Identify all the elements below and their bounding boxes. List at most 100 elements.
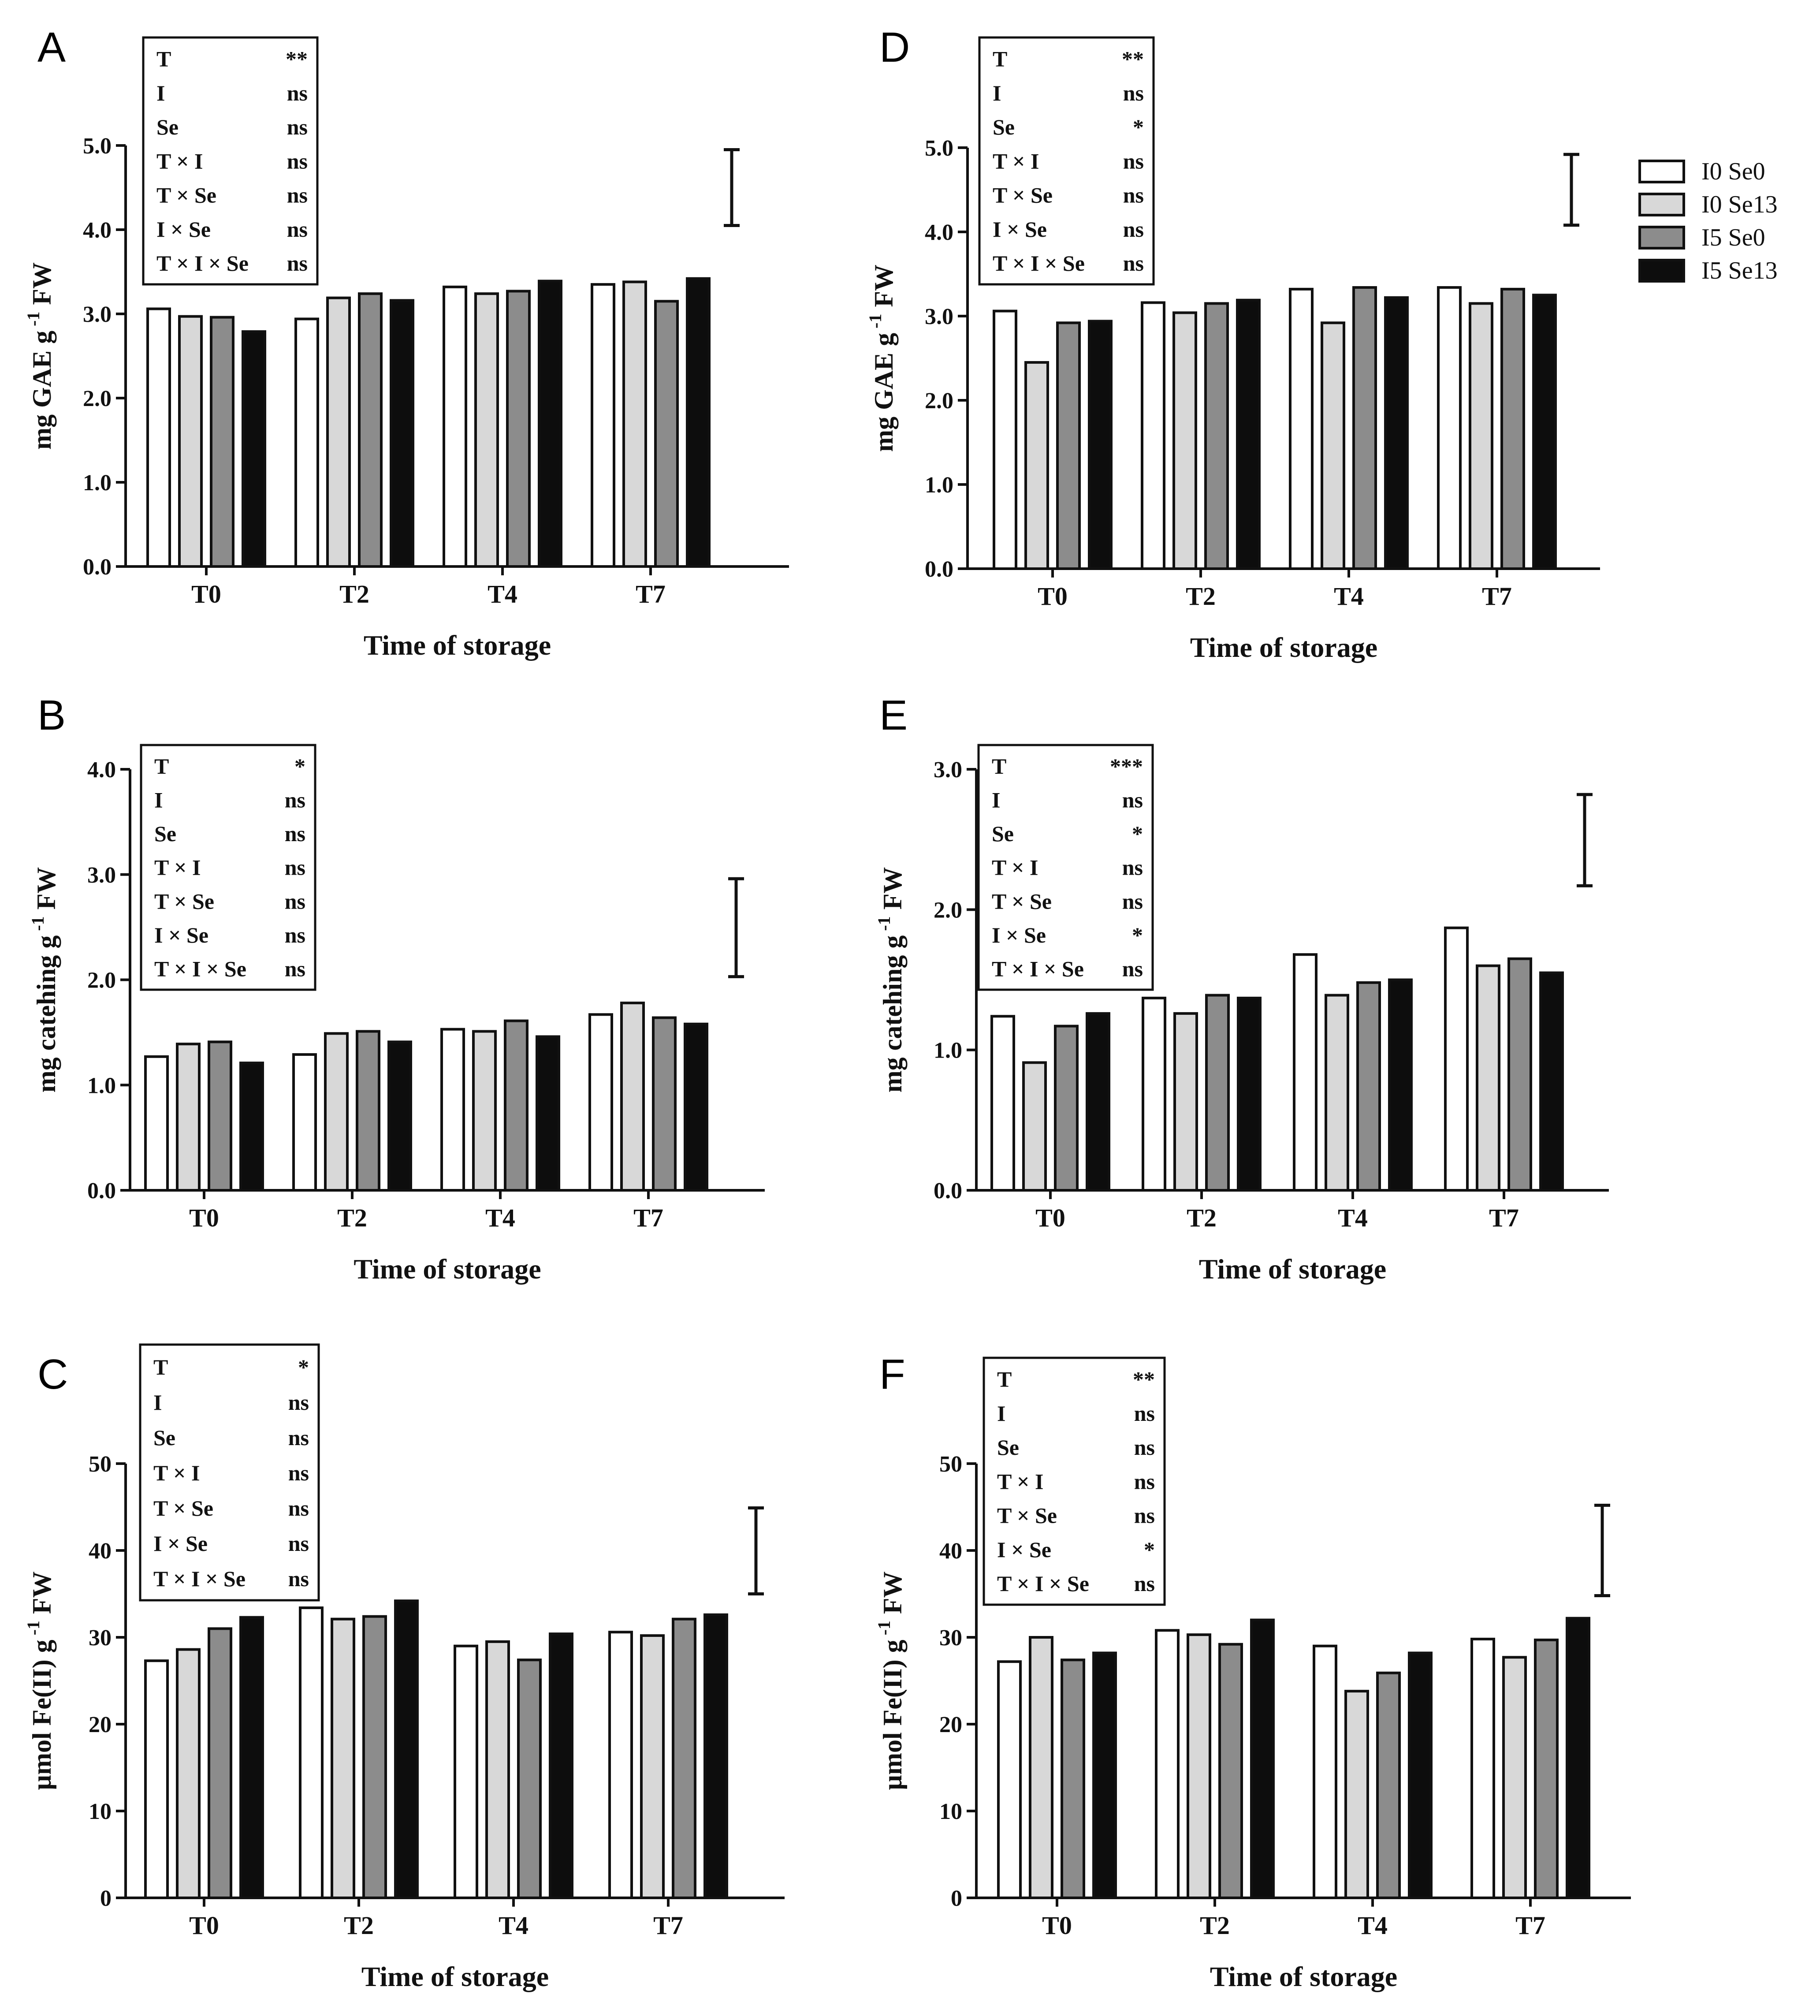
bar-t7-i5-se13 xyxy=(1532,294,1557,570)
panel-b: B 0.0 1.0 2.0 3.0 4.0 mg catehing g -1 FW T0 T2 T… xyxy=(28,692,765,1285)
bar-t7-i0-se13 xyxy=(640,1634,665,1900)
y-tick-label: 30 xyxy=(89,1625,112,1651)
y-tick-label: 4.0 xyxy=(87,757,116,783)
bar-t7-i5-se13 xyxy=(1539,971,1564,1192)
stats-significance: ns xyxy=(285,956,305,981)
stats-term: T × I × Se xyxy=(993,251,1085,276)
x-tick-label: T7 xyxy=(1489,1204,1519,1232)
x-tick-label: T7 xyxy=(636,580,666,608)
bar-t2-i5-se13 xyxy=(1237,996,1262,1192)
bar-t4-i5-se0 xyxy=(1352,286,1377,570)
bar-t2-i0-se13 xyxy=(324,1032,349,1192)
stats-significance: ns xyxy=(285,788,305,812)
bar-t0-i0-se13 xyxy=(176,1648,201,1900)
y-axis-title: mg catehing g -1 FW xyxy=(874,867,907,1093)
y-tick-label: 0 xyxy=(100,1886,112,1911)
x-tick-label: T2 xyxy=(344,1911,374,1940)
stats-box xyxy=(142,36,319,286)
bar-t7-i0-se13 xyxy=(1469,302,1493,570)
bar-t4-i5-se13 xyxy=(1388,978,1413,1192)
y-tick-label: 1.0 xyxy=(83,470,112,496)
bar-t4-i0-se13 xyxy=(474,292,499,568)
stats-significance: ns xyxy=(287,183,308,208)
y-tick-label: 40 xyxy=(89,1539,112,1564)
legend: I0 Se0 I0 Se13 I5 Se0 I5 Se13 xyxy=(1638,158,1778,284)
stats-significance: ** xyxy=(286,47,308,71)
bar-t2-i5-se0 xyxy=(356,1030,380,1192)
bar-t2-i0-se13 xyxy=(326,296,351,568)
bar-t2-i5-se0 xyxy=(1205,994,1230,1192)
panel-letter: C xyxy=(37,1351,68,1398)
legend-label: I5 Se0 xyxy=(1701,224,1765,251)
bar-t0-i5-se13 xyxy=(1086,1012,1110,1192)
bar-t7-i0-se13 xyxy=(1502,1656,1527,1900)
legend-label: I0 Se13 xyxy=(1701,191,1778,218)
y-tick-label: 1.0 xyxy=(934,1038,962,1063)
y-tick-label: 4.0 xyxy=(83,218,112,243)
bar-t0-i5-se0 xyxy=(208,1040,232,1192)
x-tick-label: T0 xyxy=(1038,582,1068,611)
y-tick-label: 4.0 xyxy=(925,220,953,245)
stats-significance: ns xyxy=(1122,956,1143,981)
bar-t7-i5-se0 xyxy=(1507,957,1532,1192)
bar-t0-i0-se0 xyxy=(997,1660,1022,1899)
stats-significance: ns xyxy=(287,149,308,173)
stats-term: T xyxy=(156,47,171,71)
x-tick-label: T4 xyxy=(499,1911,529,1940)
stats-term: I xyxy=(992,788,1000,812)
legend-label: I0 Se0 xyxy=(1701,158,1765,185)
stats-significance: ns xyxy=(1134,1435,1155,1460)
stats-box xyxy=(978,36,1155,286)
stats-significance: ns xyxy=(1134,1571,1155,1596)
bar-t4-i0-se0 xyxy=(1293,953,1318,1192)
bar-t7-i5-se13 xyxy=(686,277,711,568)
stats-term: T xyxy=(992,754,1006,779)
stats-significance: * xyxy=(1132,821,1143,846)
stats-term: T xyxy=(153,1355,168,1379)
stats-term: I xyxy=(153,1390,162,1415)
x-tick-label: T4 xyxy=(488,580,517,608)
bar-t7-i0-se0 xyxy=(608,1631,633,1899)
stats-significance: ns xyxy=(1122,889,1143,913)
stats-term: I × Se xyxy=(993,217,1047,242)
stats-term: T × Se xyxy=(156,183,216,208)
stats-significance: ns xyxy=(285,889,305,913)
bar-t7-i5-se13 xyxy=(1566,1617,1590,1899)
x-axis-title: Time of storage xyxy=(1210,1961,1397,1992)
x-axis-title: Time of storage xyxy=(364,630,551,661)
bar-t0-i0-se0 xyxy=(990,1015,1015,1192)
bar-t4-i5-se13 xyxy=(536,1035,560,1192)
bar-t2-i5-se13 xyxy=(390,299,414,568)
bar-t2-i0-se0 xyxy=(292,1053,317,1192)
x-tick-label: T0 xyxy=(189,1911,219,1940)
bar-t0-i5-se0 xyxy=(1061,1658,1085,1899)
y-tick-label: 0.0 xyxy=(87,1178,116,1204)
x-axis-title: Time of storage xyxy=(354,1253,541,1285)
bar-t0-i0-se13 xyxy=(176,1043,201,1192)
stats-term: I xyxy=(997,1401,1005,1426)
panel-letter: B xyxy=(37,692,66,739)
stats-significance: ns xyxy=(287,115,308,139)
stats-term: T × Se xyxy=(154,889,214,913)
stats-term: Se xyxy=(156,115,179,139)
stats-significance: * xyxy=(1144,1537,1155,1562)
stats-significance: ns xyxy=(1122,788,1143,812)
bar-t7-i0-se0 xyxy=(1470,1637,1495,1899)
bar-t7-i5-se0 xyxy=(1500,287,1525,570)
panel-e: E 0.0 1.0 2.0 3.0 mg catehing g -1 FW T0 T2 T4 T7… xyxy=(874,692,1609,1285)
stats-box xyxy=(977,744,1154,991)
x-tick-label: T0 xyxy=(1042,1911,1072,1940)
x-tick-label: T0 xyxy=(191,580,221,608)
x-tick-label: T0 xyxy=(189,1204,219,1232)
stats-term: T × I × Se xyxy=(153,1566,246,1591)
y-axis-title: mg GAE g -1 FW xyxy=(865,265,898,452)
legend-swatch xyxy=(1638,193,1685,216)
x-axis-title: Time of storage xyxy=(1190,632,1377,663)
stats-term: T × I xyxy=(997,1469,1043,1494)
stats-significance: ns xyxy=(1123,183,1144,208)
y-tick-label: 50 xyxy=(939,1452,962,1477)
bar-t0-i5-se13 xyxy=(1088,320,1113,570)
y-tick-label: 0.0 xyxy=(83,555,112,580)
bar-t2-i0-se0 xyxy=(1141,301,1165,570)
